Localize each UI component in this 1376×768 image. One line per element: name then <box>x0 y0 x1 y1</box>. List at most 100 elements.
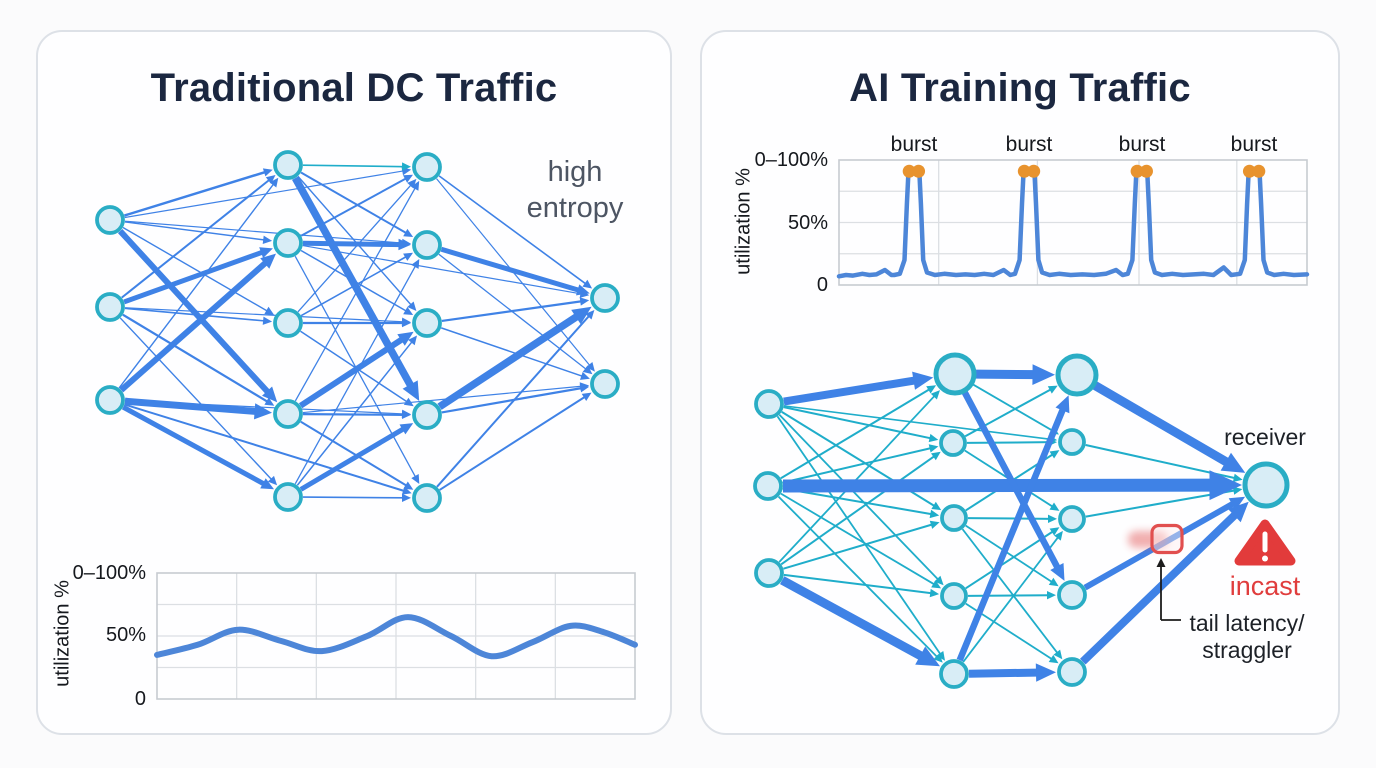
network-edge <box>123 249 266 305</box>
network-edge-arrowhead <box>403 397 414 407</box>
ai-utilization-chart <box>836 159 1310 286</box>
network-edge <box>783 406 933 440</box>
network-edge <box>299 425 407 492</box>
network-edge <box>783 573 933 595</box>
network-edge-arrowhead <box>915 646 940 667</box>
network-node <box>95 292 125 322</box>
network-edge <box>436 314 591 488</box>
network-edge-arrowhead <box>403 174 413 183</box>
right-chart-ytick-50: 50% <box>787 212 828 234</box>
network-edge-arrowhead <box>1048 514 1057 523</box>
high-entropy-line1: high <box>547 156 603 188</box>
network-edge-arrowhead <box>931 451 941 461</box>
network-edge-arrowhead <box>912 371 934 390</box>
network-edge <box>124 221 266 241</box>
network-edge <box>782 478 1219 493</box>
network-edge <box>124 403 406 493</box>
traditional-utilization-chart <box>154 572 638 700</box>
network-edge <box>302 164 405 168</box>
network-node <box>95 205 125 235</box>
network-edge <box>780 387 932 480</box>
network-node <box>940 504 968 532</box>
network-edge-arrowhead <box>582 279 593 289</box>
network-edge-arrowhead <box>264 397 275 406</box>
network-edge-arrowhead <box>1055 395 1070 414</box>
burst-dot <box>902 164 916 178</box>
network-edge <box>965 529 1055 590</box>
network-edge-arrowhead <box>1228 496 1246 511</box>
network-node <box>1058 505 1086 533</box>
network-edge-arrowhead <box>585 362 595 372</box>
tail-label-line2: straggler <box>1202 637 1292 663</box>
network-edge <box>438 253 588 371</box>
traditional-network-graph-nodes <box>95 150 620 513</box>
network-edge-arrowhead <box>403 481 414 490</box>
network-edge-arrowhead <box>1035 663 1056 682</box>
network-edge <box>300 249 408 313</box>
network-edge-arrowhead <box>411 259 420 269</box>
network-edge-arrowhead <box>265 175 276 184</box>
network-edge <box>122 226 269 313</box>
network-edge <box>300 176 408 237</box>
network-edge-arrowhead <box>929 520 940 529</box>
network-edge-arrowhead <box>259 247 273 259</box>
network-edge <box>296 340 414 486</box>
right-panel-title: AI Training Traffic <box>849 66 1191 110</box>
network-edge <box>438 175 588 286</box>
network-edge-arrowhead <box>1227 501 1249 523</box>
network-node <box>412 152 442 182</box>
network-edge <box>777 496 939 659</box>
network-edge <box>967 517 1051 520</box>
network-edge-arrowhead <box>571 306 592 325</box>
network-edge <box>439 395 587 491</box>
utilization-line <box>154 614 638 660</box>
network-edge <box>972 383 1054 432</box>
network-edge <box>783 405 1051 441</box>
network-edge <box>968 668 1042 678</box>
network-edge-arrowhead <box>1050 563 1065 581</box>
network-edge <box>119 258 270 393</box>
network-edge <box>961 391 1062 573</box>
network-edge <box>961 528 1060 655</box>
network-edge-arrowhead <box>403 252 413 261</box>
network-node <box>412 400 442 430</box>
left-panel-card: Traditional DC Traffic high entropy 0–10… <box>36 30 672 735</box>
network-edge-arrowhead <box>260 253 276 269</box>
network-edge-arrowhead <box>581 392 592 401</box>
network-edge <box>1092 381 1234 469</box>
burst-dot <box>1017 164 1031 178</box>
left-chart-ytick-100: 0–100% <box>72 562 146 584</box>
network-edge <box>117 229 273 397</box>
receiver-label: receiver <box>1224 424 1306 450</box>
network-node <box>933 352 977 396</box>
network-edge <box>302 385 583 414</box>
network-edge-arrowhead <box>1047 385 1058 394</box>
network-edge-arrowhead <box>402 493 411 502</box>
network-edge-arrowhead <box>1047 591 1056 600</box>
receiver-node <box>1242 461 1290 509</box>
network-edge <box>124 170 405 219</box>
network-edge <box>780 492 936 586</box>
network-edge-arrowhead <box>262 316 273 325</box>
network-edge-arrowhead <box>411 474 420 484</box>
network-edge-arrowhead <box>933 653 943 663</box>
network-edge-arrowhead <box>1049 450 1060 459</box>
burst-label-1: burst <box>890 133 938 156</box>
network-edge-arrowhead <box>930 390 940 400</box>
burst-label-4: burst <box>1230 133 1278 156</box>
network-edge <box>294 186 417 402</box>
network-edge-arrowhead <box>1053 649 1063 660</box>
network-node <box>273 228 303 258</box>
network-edge-arrowhead <box>402 318 411 328</box>
ai-network-graph-nodes <box>753 352 1290 689</box>
network-node <box>753 471 783 501</box>
network-node <box>412 308 442 338</box>
right-chart-ytick-100: 0–100% <box>754 149 828 171</box>
plot-border <box>838 159 1308 286</box>
burst-dot <box>1027 164 1041 178</box>
network-edge-arrowhead <box>402 380 420 401</box>
network-node <box>95 385 125 415</box>
pointer-arrowhead <box>1156 558 1166 567</box>
network-node <box>754 558 784 588</box>
network-edge-arrowhead <box>1032 364 1055 385</box>
